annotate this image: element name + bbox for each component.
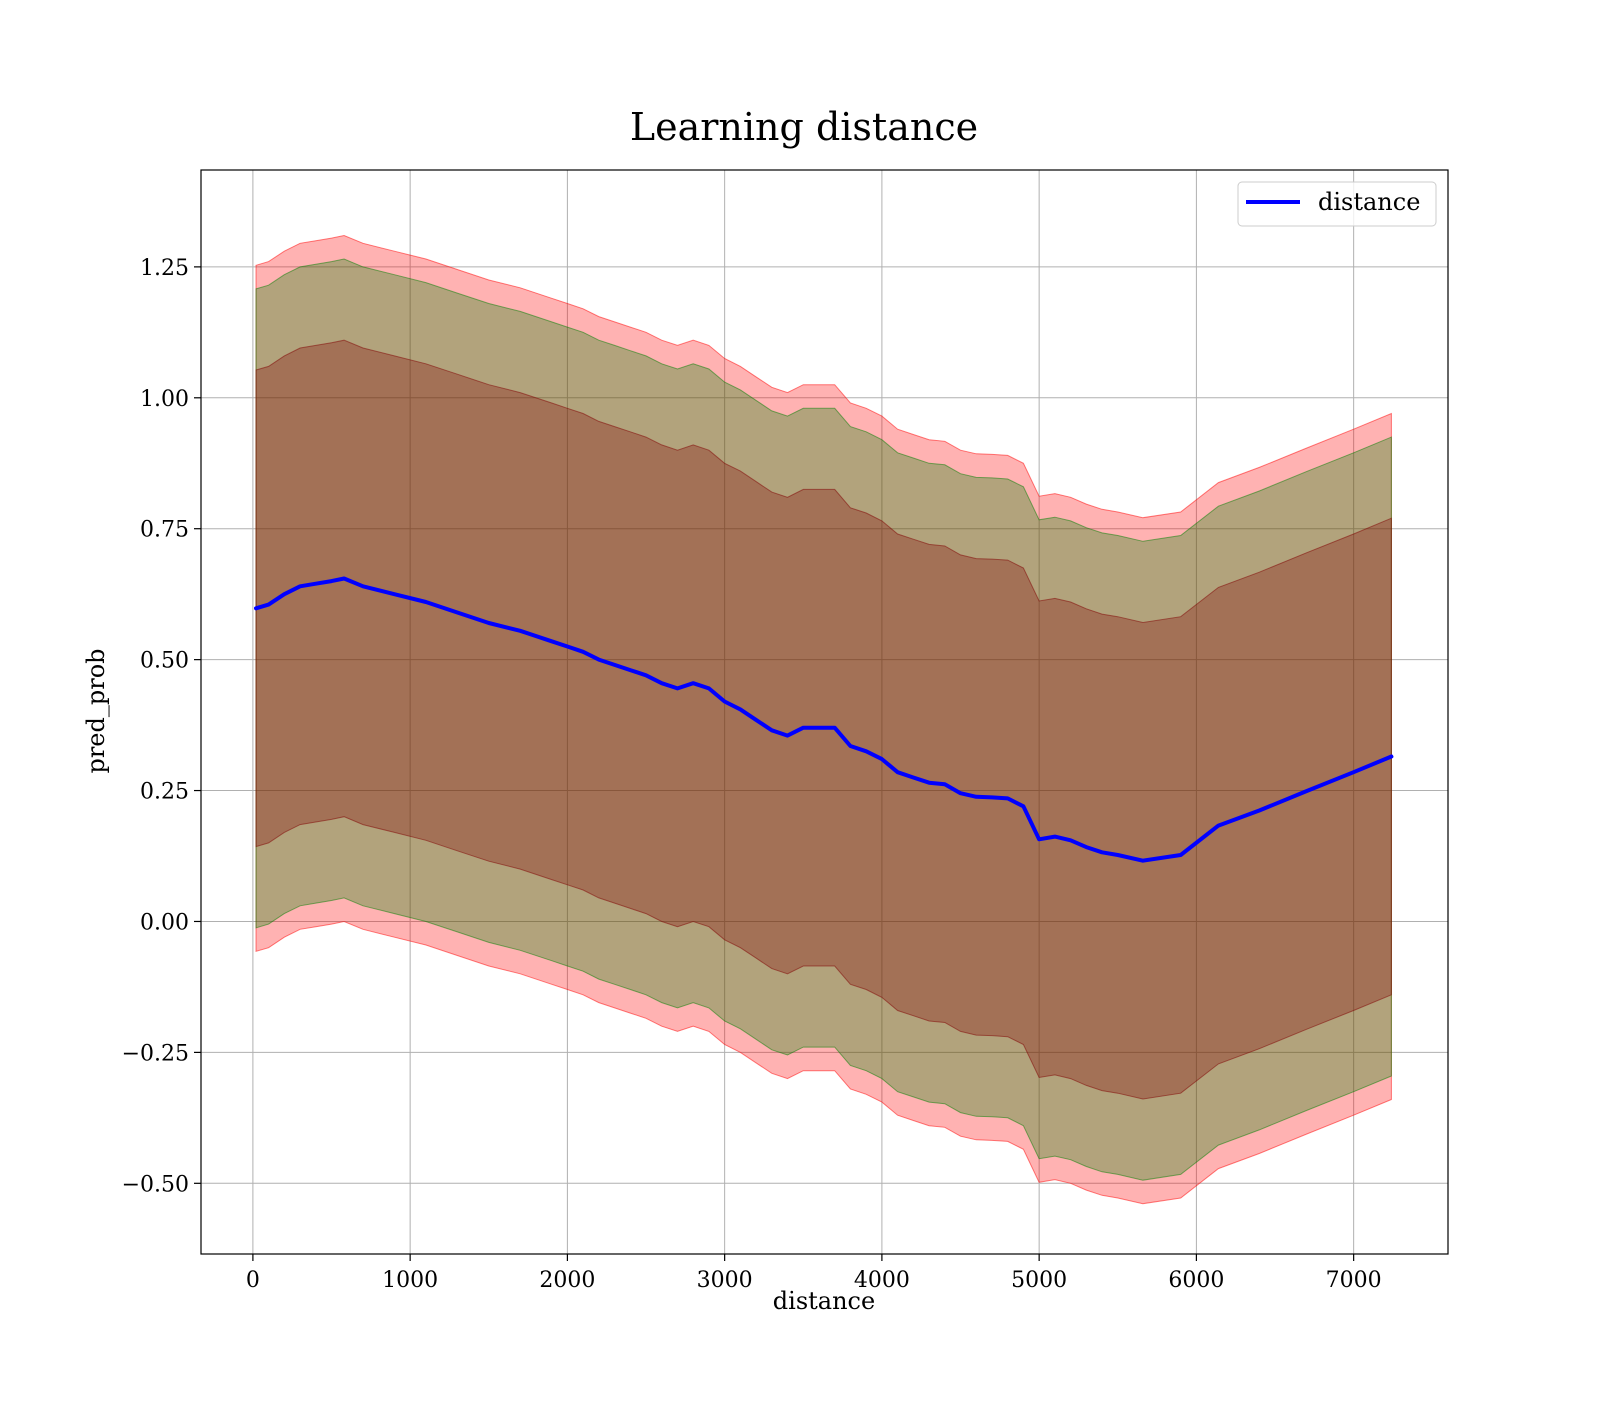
confidence-band: [255, 258, 1392, 1181]
legend: distance: [1237, 181, 1437, 227]
y-tick-label: −0.50: [122, 1172, 189, 1197]
y-tick-label: 0.25: [140, 780, 189, 805]
x-tick-label: 0: [246, 1268, 260, 1293]
plot-frame: [200, 169, 1449, 1255]
y-axis-label: pred_prob: [82, 648, 110, 773]
y-tick-label: 1.00: [140, 387, 189, 412]
series-lines: [254, 576, 1394, 863]
x-tick-label: 4000: [854, 1268, 910, 1293]
x-axis-ticks: 0 1000 2000 3000 4000 5000 6000 7000: [246, 1254, 1382, 1293]
x-tick-label: 3000: [697, 1268, 753, 1293]
y-tick-label: 0.00: [140, 910, 189, 935]
confidence-band: [255, 234, 1392, 1205]
y-tick-label: −0.25: [122, 1041, 189, 1066]
legend-box: [1237, 181, 1437, 227]
x-axis-label: distance: [773, 1287, 875, 1315]
confidence-band: [255, 339, 1392, 1100]
y-axis-ticks: −0.50 −0.25 0.00 0.25 0.50 0.75 1.00 1.25: [122, 256, 201, 1197]
y-tick-label: 0.50: [140, 649, 189, 674]
y-tick-label: 1.25: [140, 256, 189, 281]
x-tick-label: 2000: [539, 1268, 595, 1293]
legend-label: distance: [1318, 188, 1420, 216]
y-tick-label: 0.75: [140, 518, 189, 543]
x-tick-label: 5000: [1011, 1268, 1067, 1293]
x-tick-label: 6000: [1168, 1268, 1224, 1293]
confidence-bands: [255, 234, 1392, 1205]
grid: [201, 170, 1448, 1254]
series-line: [254, 576, 1394, 863]
chart-title: Learning distance: [630, 105, 978, 149]
x-tick-label: 1000: [382, 1268, 438, 1293]
x-tick-label: 7000: [1326, 1268, 1382, 1293]
